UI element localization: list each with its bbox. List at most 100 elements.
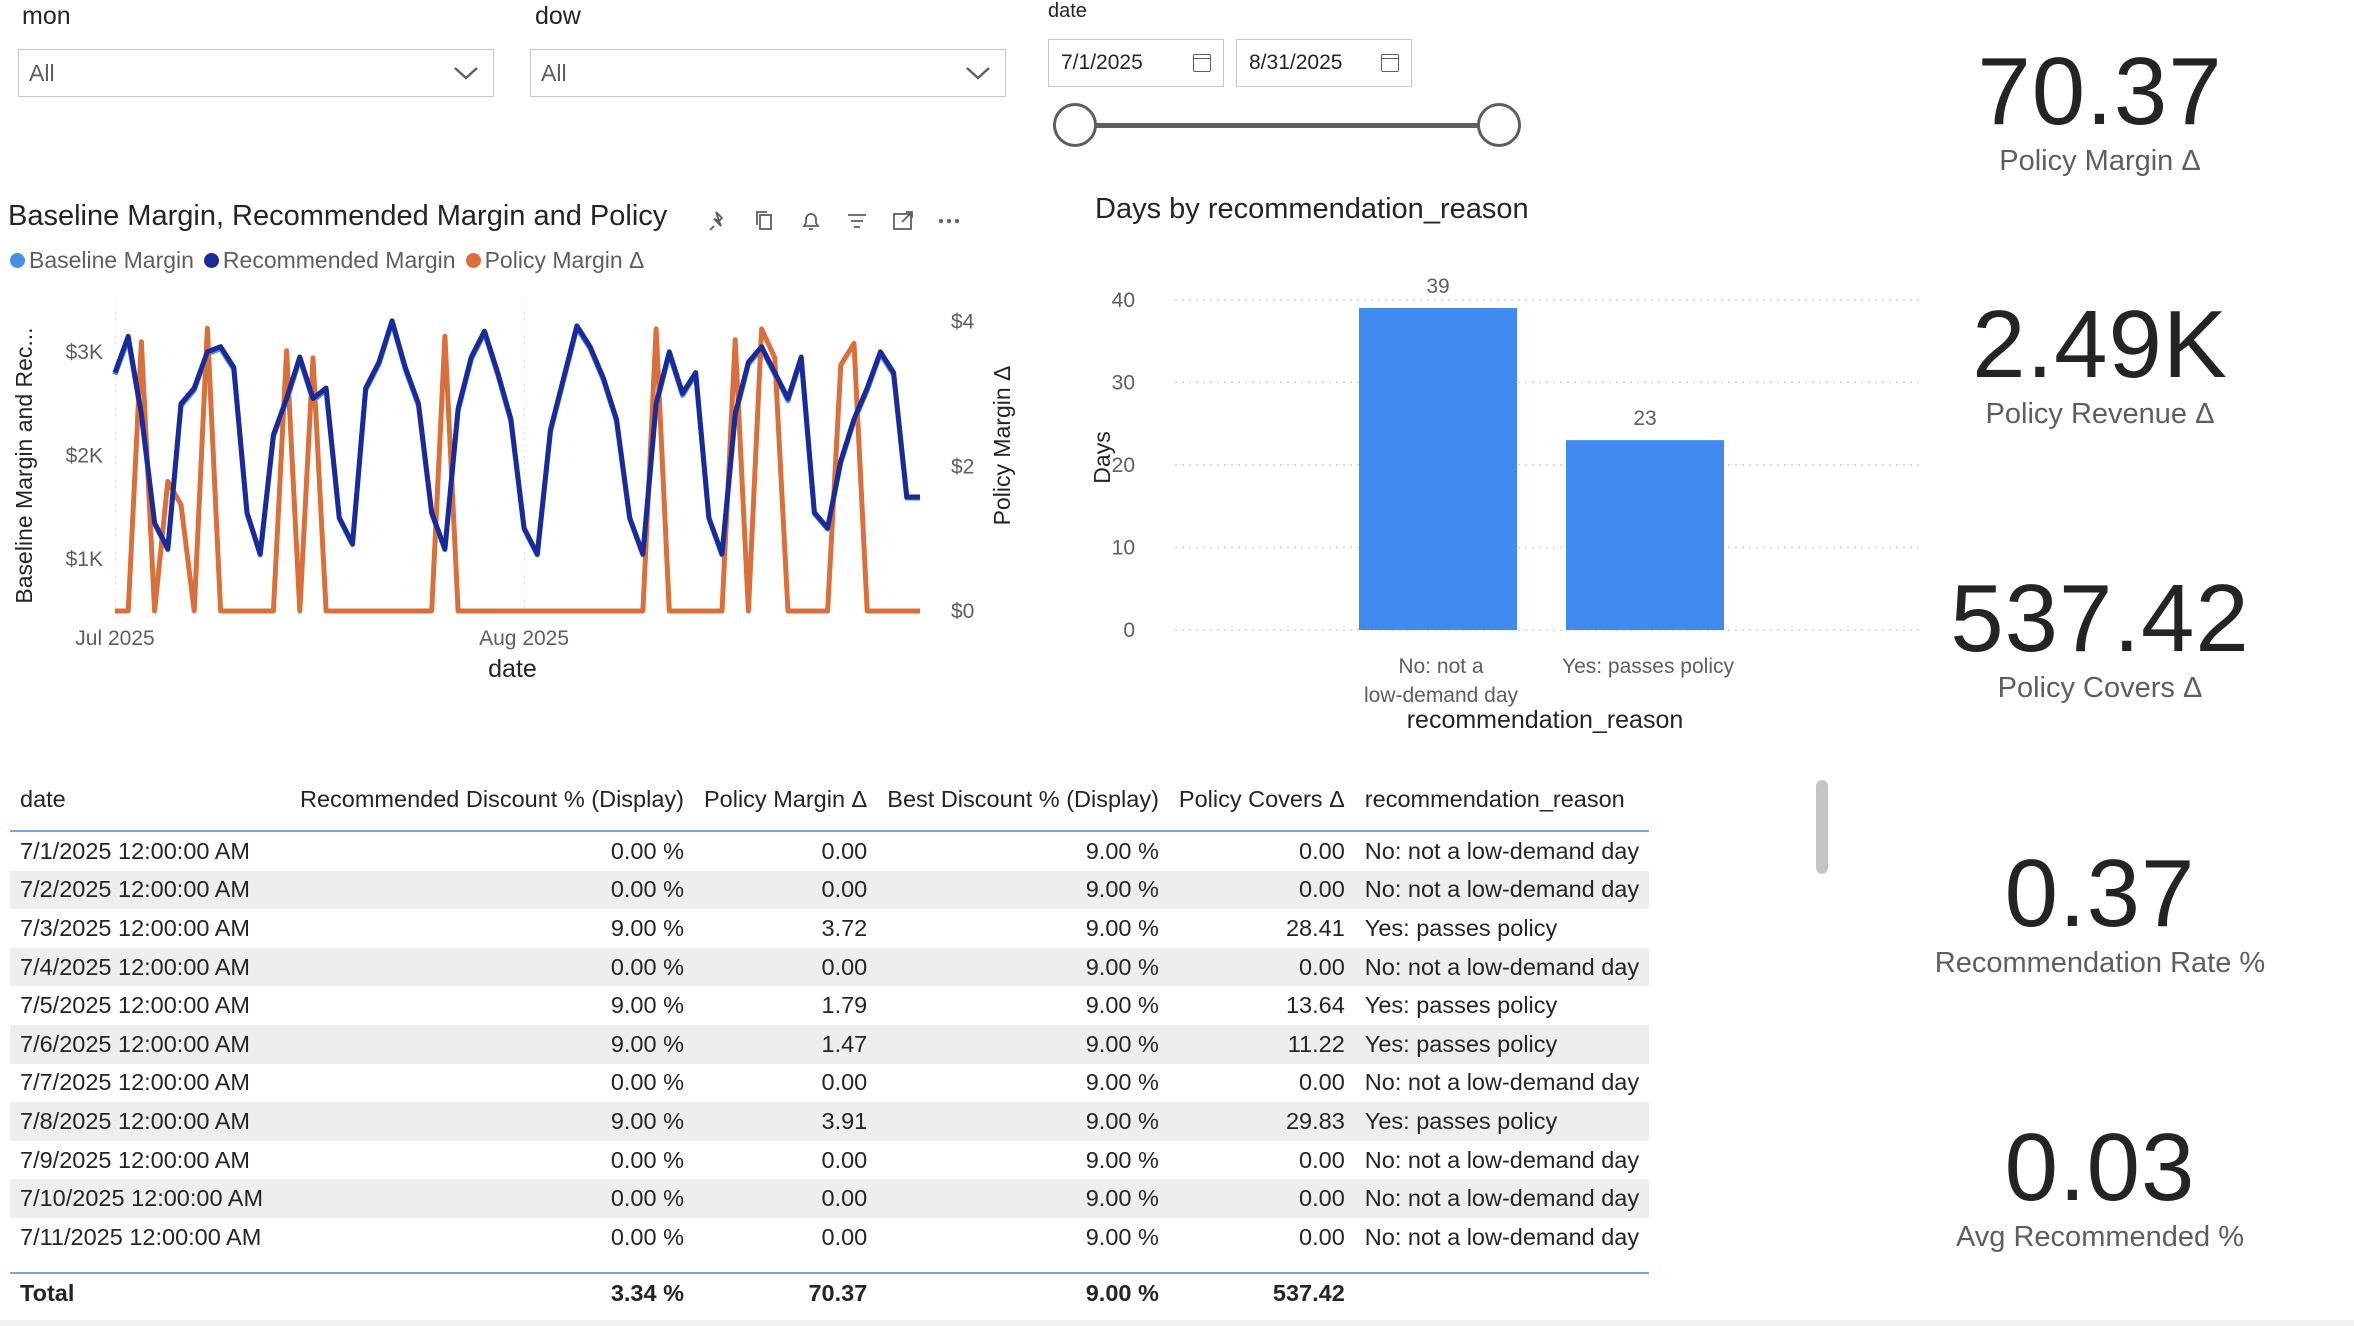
y-tick-label: $3K: [66, 341, 103, 364]
table-cell: 9.00 %: [1085, 837, 1159, 864]
table-row[interactable]: 7/5/2025 12:00:00 AM 9.00 % 1.79 9.00 % 13.6…: [10, 986, 1649, 1025]
date-slicer-title: date: [1048, 0, 1087, 22]
table-row[interactable]: 7/9/2025 12:00:00 AM 0.00 % 0.00 9.00 % 0.00…: [10, 1141, 1649, 1180]
table-cell: 0.00: [1168, 947, 1355, 987]
table-row[interactable]: 7/8/2025 12:00:00 AM 9.00 % 3.91 9.00 % 29.8…: [10, 1102, 1650, 1141]
y-axis-title: Baseline Margin and Rec...: [11, 327, 37, 603]
start-date-input[interactable]: 7/1/2025: [1048, 39, 1224, 87]
card-label: Avg Recommended %: [1955, 1220, 2244, 1253]
card-label: Policy Margin Δ: [1999, 144, 2201, 177]
column-header-recommendation-reason[interactable]: recommendation_reason: [1354, 768, 1650, 832]
more-options-icon[interactable]: [936, 208, 962, 234]
card-value: 537.42: [1950, 565, 2250, 672]
bar: [1359, 308, 1517, 630]
card-value: 2.49K: [1972, 291, 2228, 398]
table-row[interactable]: 7/11/2025 12:00:00 AM 0.00 % 0.00 9.00 % 0.0…: [10, 1218, 1649, 1257]
total-table: Total 3.34 % 70.37 9.00 % 537.42: [10, 1272, 1650, 1313]
copy-icon[interactable]: [752, 208, 778, 234]
y-tick-label: 40: [1112, 289, 1135, 312]
table-total-row: Total 3.34 % 70.37 9.00 % 537.42: [10, 1272, 1650, 1313]
table-cell: 0.00: [693, 947, 878, 987]
pin-icon[interactable]: [706, 208, 732, 234]
x-axis-title: date: [488, 655, 537, 683]
table-visual[interactable]: date Recommended Discount % (Display) Po…: [10, 768, 1680, 1318]
x-tick-label: low-demand day: [1364, 684, 1519, 707]
legend-dot: [203, 253, 219, 268]
table-cell: 13.64: [1285, 992, 1345, 1019]
table-row[interactable]: 7/4/2025 12:00:00 AM 0.00 % 0.00 9.00 % 0.00…: [10, 947, 1650, 987]
table-cell: 0.00 %: [610, 1223, 684, 1250]
table-total-area: Total 3.34 % 70.37 9.00 % 537.42: [10, 1272, 1680, 1313]
legend-item-recommended-margin[interactable]: Recommended Margin: [203, 247, 456, 274]
card-avg-recommended: 0.03 Avg Recommended %: [1890, 1117, 2310, 1254]
table-row[interactable]: 7/2/2025 12:00:00 AM 0.00 % 0.00 9.00 % 0.00…: [10, 870, 1650, 910]
card-value: 0.37: [2004, 840, 2196, 947]
table-cell: 7/9/2025 12:00:00 AM: [20, 1146, 250, 1173]
page-bottom-edge: [0, 1320, 2354, 1326]
y-tick-label: 10: [1112, 536, 1135, 559]
chevron-down-icon: [965, 60, 991, 87]
date-range-end-handle[interactable]: [1477, 103, 1521, 147]
table-cell: 7/2/2025 12:00:00 AM: [10, 870, 290, 910]
table-cell: 9.00 %: [610, 914, 684, 941]
series-line-recommended-margin: [112, 318, 920, 557]
total-reason: [1354, 1272, 1650, 1313]
table-cell: Yes: passes policy: [1364, 914, 1558, 941]
card-policy-covers: 537.42 Policy Covers Δ: [1890, 565, 2310, 705]
bar-chart-title: Days by recommendation_reason: [1095, 193, 1529, 225]
legend-item-policy-margin-delta[interactable]: Policy Margin Δ: [465, 247, 645, 274]
dow-dropdown[interactable]: All: [530, 49, 1006, 97]
date-range-start-handle[interactable]: [1053, 103, 1097, 147]
table-cell: 9.00 %: [877, 1179, 1169, 1218]
y-tick-label: 20: [1112, 454, 1135, 477]
table-cell: 9.00 %: [877, 1102, 1169, 1141]
focus-mode-icon[interactable]: [890, 208, 916, 234]
column-header-date[interactable]: date: [10, 768, 290, 832]
total-policy-covers: 537.42: [1168, 1272, 1355, 1313]
total-recommended-discount: 3.34 %: [290, 1272, 694, 1313]
y2-tick-label: $2: [951, 455, 974, 478]
bar-chart[interactable]: 0 10 20 30 40 Days 39 No: not a low-demand day 23…: [1080, 250, 1930, 740]
table-cell: 0.00: [1299, 1223, 1345, 1250]
column-header-recommended-discount[interactable]: Recommended Discount % (Display): [290, 768, 694, 832]
column-header-best-discount[interactable]: Best Discount % (Display): [877, 768, 1169, 832]
date-range-track[interactable]: [1075, 123, 1499, 128]
bar: [1566, 440, 1724, 630]
table-cell: No: not a low-demand day: [1364, 1146, 1640, 1173]
table-cell: 7/3/2025 12:00:00 AM: [20, 914, 250, 941]
filter-icon[interactable]: [844, 208, 870, 234]
table-row[interactable]: 7/1/2025 12:00:00 AM 0.00 % 0.00 9.00 % 0.00…: [10, 831, 1649, 871]
card-label: Recommendation Rate %: [1934, 946, 2266, 979]
column-header-policy-covers[interactable]: Policy Covers Δ: [1168, 768, 1355, 832]
table-cell: 9.00 %: [1085, 1069, 1159, 1096]
table-row[interactable]: 7/6/2025 12:00:00 AM 9.00 % 1.47 9.00 % 11.2…: [10, 1024, 1650, 1064]
column-header-policy-margin[interactable]: Policy Margin Δ: [693, 768, 878, 832]
table-cell: 3.72: [821, 914, 868, 941]
start-date-value: 7/1/2025: [1061, 51, 1143, 74]
legend-label: Policy Margin Δ: [484, 247, 645, 273]
table-cell: 7/1/2025 12:00:00 AM: [20, 837, 250, 864]
table-vertical-scrollbar[interactable]: [1816, 780, 1828, 874]
card-label: Policy Revenue Δ: [1985, 397, 2215, 430]
bell-icon[interactable]: [798, 208, 824, 234]
table-row[interactable]: 7/10/2025 12:00:00 AM 0.00 % 0.00 9.00 % 0.0…: [10, 1179, 1650, 1218]
end-date-input[interactable]: 8/31/2025: [1236, 39, 1412, 87]
table-cell: 9.00 %: [877, 1024, 1169, 1064]
table-row[interactable]: 7/7/2025 12:00:00 AM 0.00 % 0.00 9.00 % 0.00…: [10, 1064, 1649, 1103]
table-row[interactable]: 7/3/2025 12:00:00 AM 9.00 % 3.72 9.00 % 28.4…: [10, 909, 1649, 948]
mon-dropdown[interactable]: All: [18, 49, 494, 97]
table-cell: 9.00 %: [290, 1024, 694, 1064]
table-cell: Yes: passes policy: [1364, 992, 1558, 1019]
table-cell: No: not a low-demand day: [1354, 947, 1650, 987]
table-cell: 0.00: [693, 1179, 878, 1218]
table-cell: 0.00: [1299, 1146, 1345, 1173]
legend-item-baseline-margin[interactable]: Baseline Margin: [10, 247, 194, 274]
calendar-icon[interactable]: [1381, 54, 1399, 72]
line-chart[interactable]: $1K $2K $3K $0 $2 $4 Jul 2025 Aug 2025 date Basel…: [0, 290, 1040, 690]
calendar-icon[interactable]: [1193, 54, 1211, 72]
table-cell: No: not a low-demand day: [1364, 1069, 1640, 1096]
table-cell: 9.00 %: [610, 992, 684, 1019]
table-cell: 1.79: [821, 992, 868, 1019]
card-recommendation-rate: 0.37 Recommendation Rate %: [1890, 840, 2310, 980]
legend-dot: [465, 253, 481, 268]
